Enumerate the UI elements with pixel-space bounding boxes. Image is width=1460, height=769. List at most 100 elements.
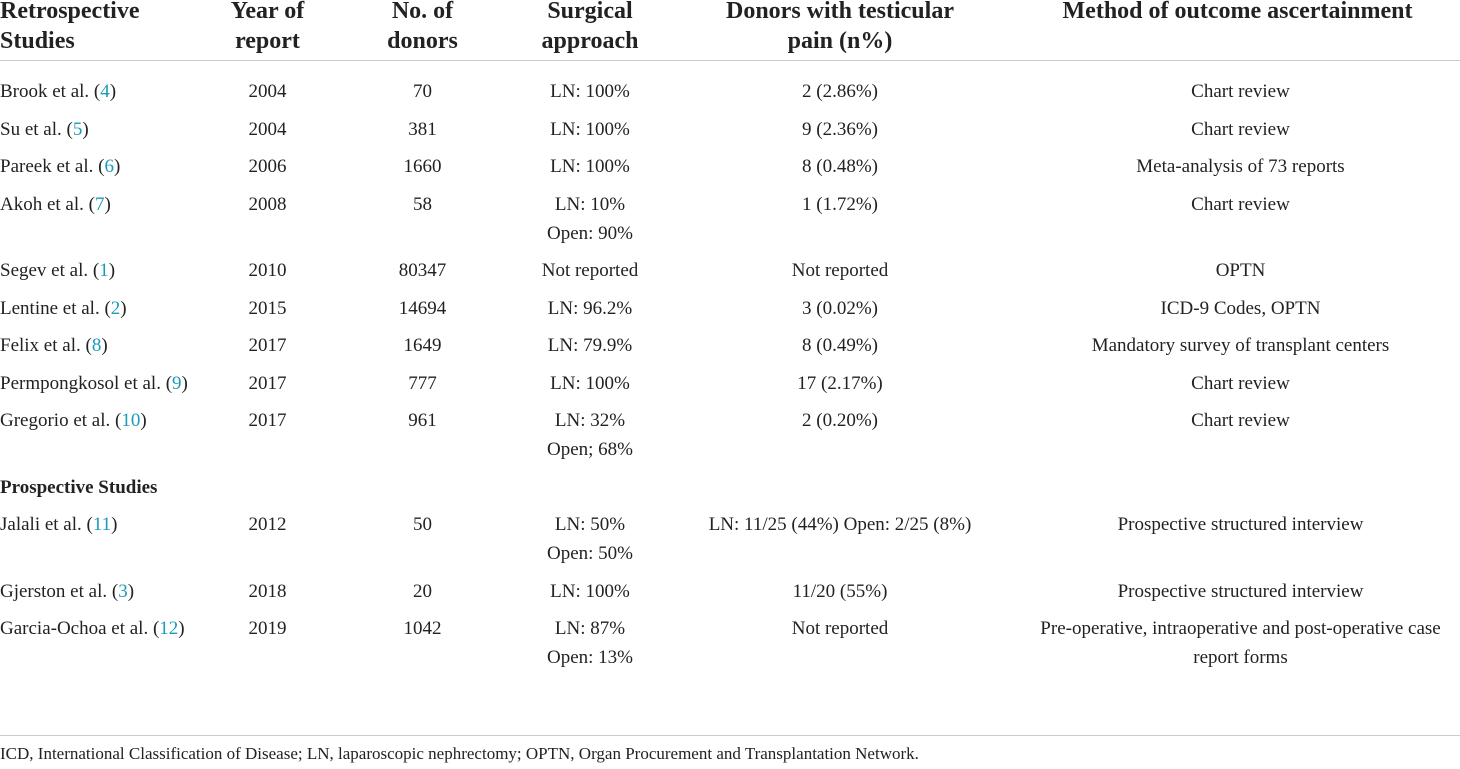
year-cell: 2017 [248,410,287,431]
table-row: Gjerston et al. (3) 2018 20 LN: 100% 11/20 (… [0,573,1460,611]
reference-link[interactable]: 9 [172,372,182,394]
reference-link[interactable]: 3 [118,580,128,602]
table-row: Permpongkosol et al. (9) 2017 777 LN: 100% 1… [0,365,1460,403]
header-line: Donors with testicular [726,0,954,24]
reference-link[interactable]: 12 [159,618,179,639]
column-header: Donors with testicular pain (n%) [665,0,1015,61]
header-line: donors [387,28,458,54]
surgical-cell: LN: 50% Open: 50% [515,506,665,573]
method-cell: Meta-analysis of 73 reports [1136,156,1345,177]
surgical-line: Open: 13% [546,647,633,668]
column-header: Retrospective Studies [0,0,205,61]
surgical-cell: LN: 100% [515,148,665,186]
column-header: Surgical approach [515,0,665,61]
method-cell: ICD-9 Codes, OPTN [1160,297,1321,319]
donors-cell: 381 [408,118,437,140]
header-line: pain (n%) [787,28,893,54]
year-cell: 2004 [248,118,287,140]
surgical-line: Open; 68% [546,439,633,460]
donors-cell: 1649 [403,335,442,356]
surgical-line: LN: 100% [550,118,630,140]
surgical-line: LN: 32% [554,410,626,431]
header-line: Year of [230,0,305,24]
surgical-line: LN: 100% [550,580,630,602]
donors-cell: 20 [413,580,432,602]
surgical-cell: LN: 79.9% [515,327,665,365]
pain-cell: 8 (0.48%) [802,156,878,177]
column-header: Method of outcome ascertainment [1015,0,1460,61]
method-cell: Chart review [1191,372,1290,394]
column-header: No. of donors [330,0,515,61]
surgical-cell: LN: 100% [515,573,665,611]
surgical-line: Not reported [541,260,639,281]
table-row: Garcia-Ochoa et al. (12) 2019 1042 LN: 87% O… [0,610,1460,677]
header-line: approach [541,28,639,54]
header-line: Method of outcome ascertainment [1062,0,1413,24]
study-cell: Felix et al. (8) [0,335,108,356]
reference-link[interactable]: 11 [92,514,112,535]
table-row: Segev et al. (1) 2010 80347 Not reported Not… [0,252,1460,290]
pain-cell: 2 (0.20%) [802,410,878,431]
surgical-cell: LN: 87% Open: 13% [515,610,665,677]
table-row: Felix et al. (8) 2017 1649 LN: 79.9% 8 (0.49… [0,327,1460,365]
donors-cell: 50 [413,514,432,535]
surgical-line: LN: 87% [554,618,626,639]
study-cell: Akoh et al. (7) [0,193,111,215]
table-row: Lentine et al. (2) 2015 14694 LN: 96.2% 3 (0… [0,290,1460,328]
surgical-line: LN: 100% [550,81,630,102]
section-label: Prospective Studies [0,476,158,498]
donors-cell: 1042 [403,618,442,639]
study-cell: Brook et al. (4) [0,81,117,102]
header-line: Studies [0,28,75,54]
surgical-cell: LN: 32% Open; 68% [515,402,665,469]
study-cell: Pareek et al. (6) [0,156,121,177]
study-cell: Gjerston et al. (3) [0,580,135,602]
surgical-line: LN: 96.2% [547,297,633,319]
study-cell: Garcia-Ochoa et al. (12) [0,618,185,639]
pain-cell: 9 (2.36%) [802,118,878,140]
pain-cell: Not reported [791,618,889,639]
reference-link[interactable]: 8 [91,335,102,356]
reference-link[interactable]: 2 [110,297,121,319]
donors-cell: 961 [408,410,437,431]
header-line: report [235,28,300,54]
surgical-cell: LN: 10% Open: 90% [515,186,665,253]
pain-cell: 8 (0.49%) [802,335,878,356]
reference-link[interactable]: 10 [121,410,141,431]
surgical-cell: LN: 96.2% [515,290,665,328]
reference-link[interactable]: 1 [99,260,109,281]
pain-cell: 2 (2.86%) [802,81,878,102]
data-table: Retrospective Studies Year of report No. of d… [0,0,1460,677]
donors-cell: 80347 [398,260,447,281]
study-cell: Gregorio et al. (10) [0,410,147,431]
reference-link[interactable]: 7 [94,193,105,215]
surgical-cell: LN: 100% [515,111,665,149]
reference-link[interactable]: 6 [104,156,114,177]
section-row: Prospective Studies [0,469,1460,507]
reference-link[interactable]: 4 [100,81,110,102]
table-row: Jalali et al. (11) 2012 50 LN: 50% Open: 50%… [0,506,1460,573]
method-cell: Chart review [1191,81,1290,102]
surgical-line: LN: 50% [554,514,626,535]
year-cell: 2018 [248,580,287,602]
table-row: Brook et al. (4) 2004 70 LN: 100% 2 (2.86%) C… [0,61,1460,111]
table-row: Su et al. (5) 2004 381 LN: 100% 9 (2.36%) Cha… [0,111,1460,149]
header-row: Retrospective Studies Year of report No. of d… [0,0,1460,61]
header-line: No. of [391,0,454,24]
year-cell: 2019 [248,618,287,639]
donors-cell: 14694 [398,297,447,319]
year-cell: 2004 [248,81,287,102]
donors-cell: 70 [413,81,432,102]
method-cell: Prospective structured interview [1117,514,1364,535]
table-row: Akoh et al. (7) 2008 58 LN: 10% Open: 90% 1 (… [0,186,1460,253]
table-row: Gregorio et al. (10) 2017 961 LN: 32% Open; … [0,402,1460,469]
study-cell: Permpongkosol et al. (9) [0,372,188,394]
footnote: ICD, International Classification of Dis… [0,735,1460,764]
donors-cell: 1660 [403,156,442,177]
donors-cell: 58 [413,193,432,215]
pain-cell: 11/20 (55%) [792,580,888,602]
table-row: Pareek et al. (6) 2006 1660 LN: 100% 8 (0.48… [0,148,1460,186]
pain-cell: 17 (2.17%) [797,372,883,394]
method-cell: Mandatory survey of transplant centers [1091,335,1390,356]
reference-link[interactable]: 5 [72,118,83,140]
